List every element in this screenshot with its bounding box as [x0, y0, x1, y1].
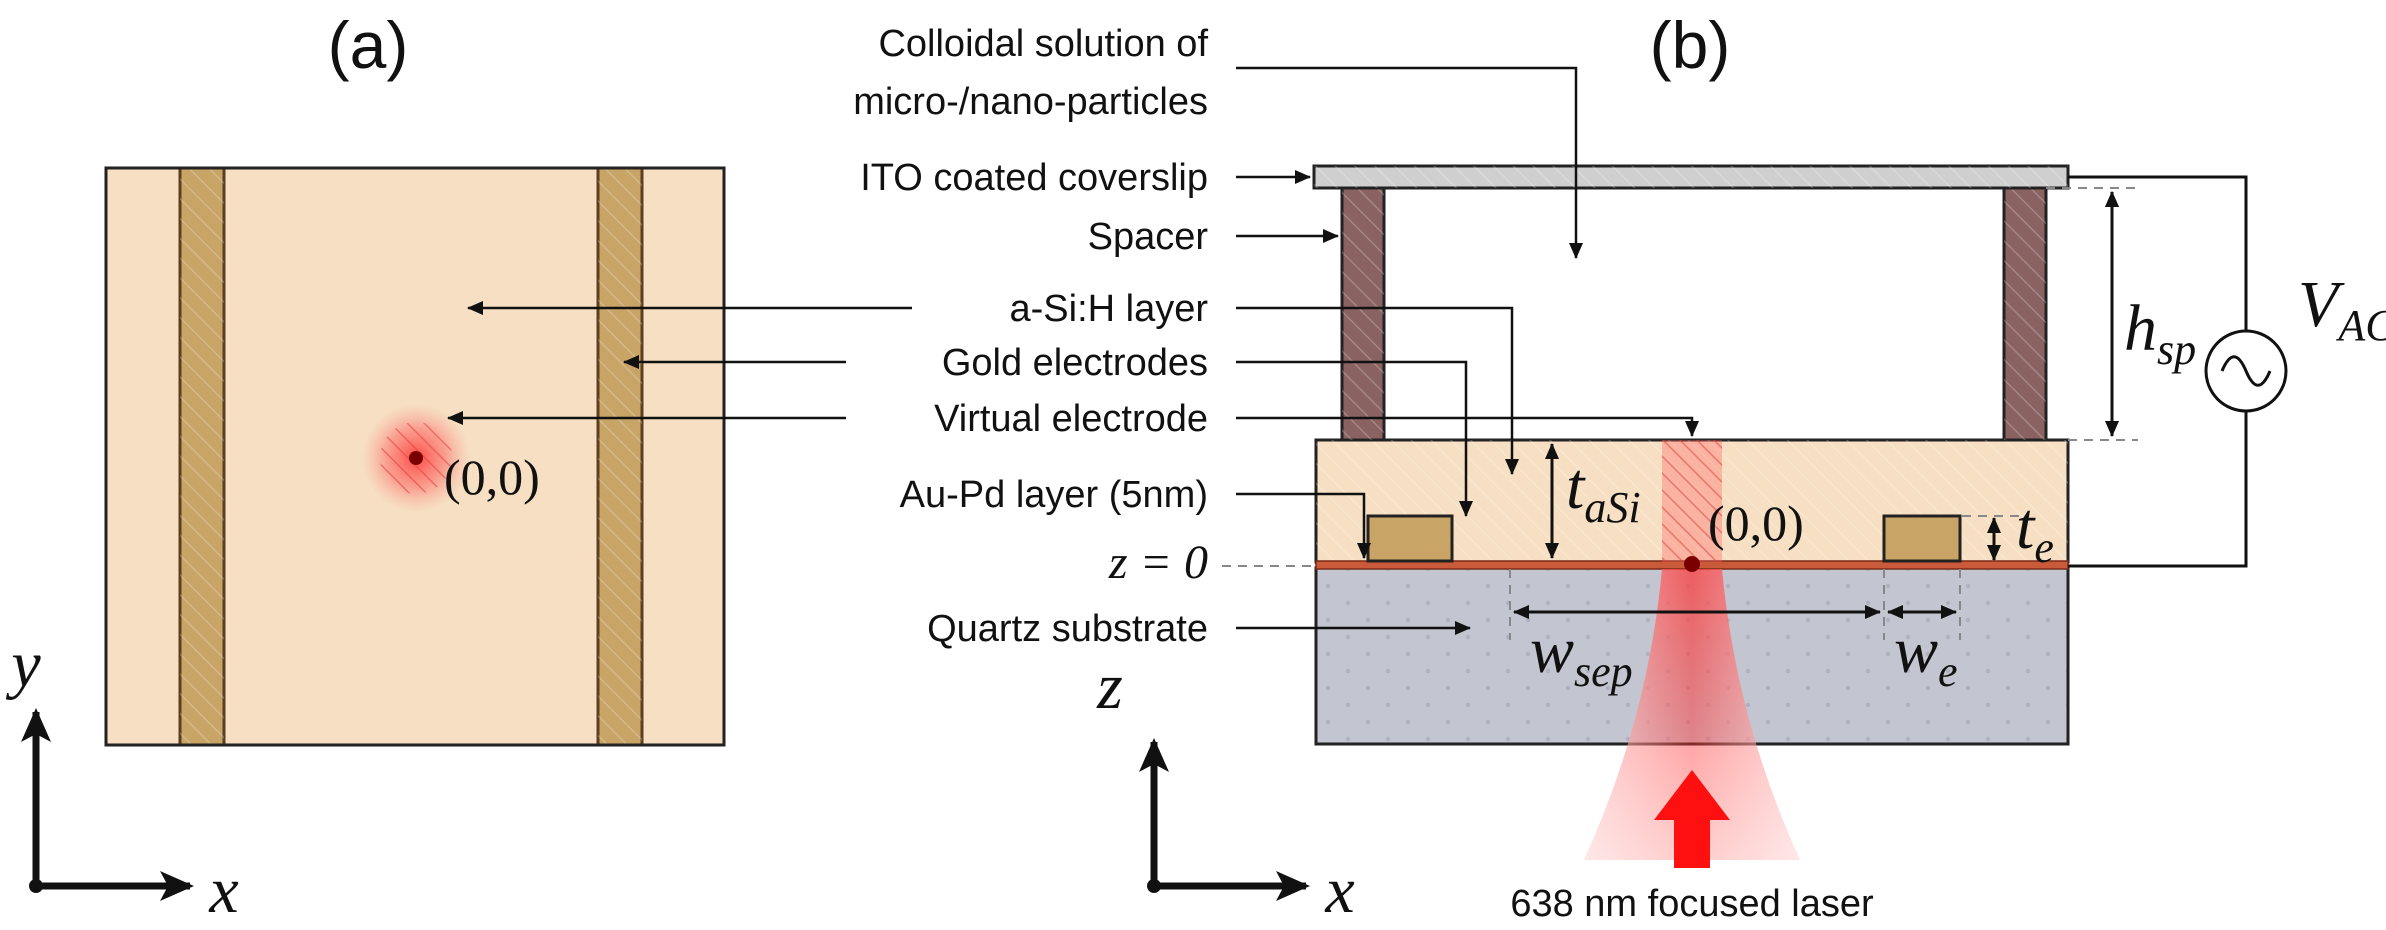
- w-sep-dimension: [1509, 569, 1961, 640]
- axis-z-label: z: [1096, 650, 1123, 723]
- axis-x-label-b: x: [1324, 854, 1354, 927]
- spacer-label: Spacer: [1088, 216, 1209, 258]
- origin-label-a: (0,0): [444, 449, 540, 505]
- t-e-label: te: [2016, 490, 2054, 572]
- cross-section: (0,0): [1312, 164, 2070, 868]
- origin-dot-a: [409, 451, 423, 465]
- colloid-label-line2: micro-/nano-particles: [853, 81, 1208, 123]
- panel-label-a: (a): [328, 8, 409, 82]
- w-e-label: we: [1894, 614, 1958, 696]
- axis-x-label-a: x: [208, 854, 238, 927]
- h-sp-dimension: [2046, 187, 2138, 441]
- t-e-dimension: [1962, 515, 2028, 561]
- axis-y-label: y: [5, 628, 41, 701]
- colloid-label-line1: Colloidal solution of: [878, 23, 1208, 65]
- origin-dot-b: [1684, 556, 1700, 572]
- electrode-left: [1366, 514, 1454, 563]
- laser-label: 638 nm focused laser: [1510, 883, 1874, 925]
- h-sp-label: hsp: [2124, 292, 2196, 374]
- t-asi-label: taSi: [1566, 450, 1641, 532]
- axes-b: z x: [1096, 650, 1354, 927]
- z0-label: z = 0: [1108, 536, 1208, 589]
- leader-lines: [447, 66, 1699, 635]
- ito-label: ITO coated coverslip: [860, 157, 1208, 199]
- ac-circuit: [2068, 175, 2288, 568]
- quartz-label: Quartz substrate: [927, 608, 1208, 650]
- top-view: (0,0): [104, 166, 726, 747]
- v-ac-label: VAC: [2298, 268, 2386, 350]
- aupd-label: Au-Pd layer (5nm): [900, 474, 1208, 516]
- origin-label-b: (0,0): [1708, 495, 1804, 551]
- gold-label: Gold electrodes: [942, 342, 1208, 384]
- axes-a: y x: [5, 628, 238, 927]
- laser-arrow: [1654, 770, 1730, 868]
- panel-label-b: (b): [1650, 8, 1731, 82]
- virtual-label: Virtual electrode: [934, 398, 1208, 440]
- w-sep-label: wsep: [1530, 614, 1633, 696]
- electrode-right: [1882, 514, 1962, 563]
- asi-label: a-Si:H layer: [1010, 288, 1209, 330]
